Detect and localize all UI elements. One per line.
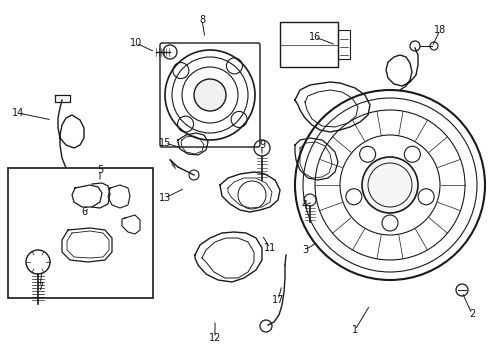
Text: 3: 3 (302, 245, 308, 255)
Text: 9: 9 (259, 140, 265, 150)
Circle shape (194, 79, 226, 111)
Bar (280, 22, 338, 67)
Text: 5: 5 (97, 165, 103, 175)
Text: 18: 18 (434, 25, 446, 35)
Text: 13: 13 (159, 193, 171, 203)
Text: 16: 16 (309, 32, 321, 42)
Text: 1: 1 (352, 325, 358, 335)
Text: 11: 11 (264, 243, 276, 253)
Bar (8, 168, 153, 298)
Circle shape (362, 157, 418, 213)
Text: 15: 15 (159, 138, 171, 148)
Text: 8: 8 (199, 15, 205, 25)
Bar (338, 30, 350, 59)
Text: 4: 4 (302, 200, 308, 210)
Text: 7: 7 (37, 282, 43, 292)
Text: 2: 2 (469, 309, 475, 319)
Text: 14: 14 (12, 108, 24, 118)
Text: 17: 17 (272, 295, 284, 305)
Text: 12: 12 (209, 333, 221, 343)
Text: 6: 6 (81, 207, 87, 217)
Text: 10: 10 (130, 38, 142, 48)
